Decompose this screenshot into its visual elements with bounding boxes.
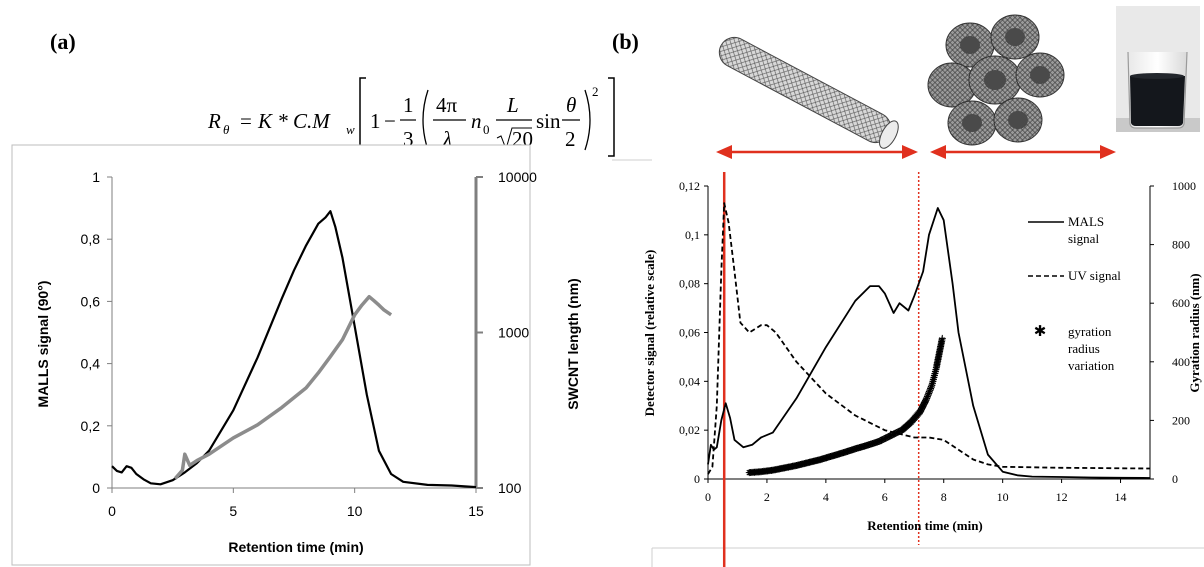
chart-b-x-tick-label: 2 bbox=[764, 490, 770, 504]
chart-a-x-tick-label: 10 bbox=[347, 503, 363, 519]
chart-b-y-tick-label: 0,06 bbox=[679, 326, 700, 340]
chart-a-y-axis-title: MALLS signal (90°) bbox=[35, 281, 51, 408]
chart-a-y2-tick-label: 100 bbox=[498, 480, 522, 496]
chart-b-series-uv bbox=[707, 202, 1151, 475]
chart-b-y-tick-label: 0 bbox=[694, 472, 700, 486]
chart-a-series-length bbox=[173, 294, 393, 480]
chart-b-y-tick-label: 0,02 bbox=[679, 423, 700, 437]
formula-frac3-num: L bbox=[506, 93, 519, 117]
chart-a-y-tick-label: 0,2 bbox=[81, 418, 101, 434]
chart-b-y2-tick-label: 400 bbox=[1172, 355, 1190, 369]
formula-right-bracket bbox=[608, 77, 615, 157]
legend-gyration-label: gyration radius variation bbox=[1068, 324, 1115, 373]
legend-uv-label: UV signal bbox=[1068, 268, 1121, 283]
chart-a-x-tick-label: 5 bbox=[229, 503, 237, 519]
formula-n-sub: 0 bbox=[483, 122, 490, 137]
formula-sin: sin bbox=[536, 109, 561, 133]
formula-one: 1 bbox=[370, 109, 381, 133]
single-nanotube-illustration bbox=[718, 36, 899, 149]
chart-a-series-malls bbox=[111, 210, 477, 489]
legend-mals-label: MALS signal bbox=[1068, 214, 1104, 246]
formula-eq: = bbox=[240, 109, 252, 133]
formula-frac1-num: 1 bbox=[403, 93, 414, 117]
formula-minus: − bbox=[384, 109, 396, 133]
chart-b-x-tick-label: 6 bbox=[882, 490, 888, 504]
formula-frac1-den: 3 bbox=[403, 127, 414, 151]
chart-b-y2-axis-title: Gyration radius (nm) bbox=[1187, 273, 1202, 392]
chart-b-x-tick-label: 0 bbox=[705, 490, 711, 504]
chart-a-x-tick-label: 0 bbox=[108, 503, 116, 519]
formula-k: K * C.M bbox=[257, 109, 331, 133]
chart-b-x-axis-title: Retention time (min) bbox=[867, 518, 983, 533]
nanotube-bundle-illustration bbox=[927, 14, 1065, 146]
chart-a-y2-tick-label: 10000 bbox=[498, 169, 537, 185]
chart-a-y-tick-label: 1 bbox=[92, 169, 100, 185]
formula-n: n bbox=[471, 109, 482, 133]
range-arrow-bundles bbox=[930, 145, 1116, 159]
chart-a-y-tick-label: 0 bbox=[92, 480, 100, 496]
chart-b-series-mals bbox=[707, 207, 1151, 479]
chart-b-x-tick-label: 14 bbox=[1115, 490, 1127, 504]
chart-b-y-tick-label: 0,04 bbox=[679, 374, 700, 388]
formula-lhs: R bbox=[207, 109, 221, 133]
formula-power: 2 bbox=[592, 84, 599, 99]
chart-a-y-tick-label: 0,8 bbox=[81, 231, 101, 247]
panel-a-label: (a) bbox=[50, 29, 76, 54]
formula-frac2-num: 4π bbox=[436, 93, 458, 117]
chart-b-y2-tick-label: 0 bbox=[1172, 472, 1178, 486]
formula-frac2-den: λ bbox=[442, 127, 452, 151]
formula-k-sub: w bbox=[346, 122, 355, 137]
chart-a-y-tick-label: 0,6 bbox=[81, 293, 101, 309]
chart-b-x-tick-label: 8 bbox=[941, 490, 947, 504]
formula-frac4-den: 2 bbox=[565, 127, 576, 151]
legend-gyration-marker: ✱ bbox=[1034, 324, 1047, 340]
chart-b-y-tick-label: 0,12 bbox=[679, 179, 700, 193]
chart-a-y2-tick-label: 1000 bbox=[498, 325, 529, 341]
chart-b-y2-tick-label: 800 bbox=[1172, 238, 1190, 252]
chart-b-gyration-point bbox=[938, 334, 946, 342]
dispersion-beaker-photo bbox=[1116, 6, 1200, 132]
scattering-formula: R θ = K * C.M w 1 − 1 3 4π λ n 0 L 20 si… bbox=[207, 77, 615, 157]
chart-b-y-axis-title: Detector signal (relative scale) bbox=[642, 250, 657, 417]
chart-b-y2-tick-label: 1000 bbox=[1172, 179, 1196, 193]
chart-a-x-tick-label: 15 bbox=[468, 503, 484, 519]
panel-b-label: (b) bbox=[612, 29, 639, 54]
formula-left-bracket bbox=[359, 77, 366, 157]
formula-lhs-sub: θ bbox=[223, 122, 230, 137]
chart-a-y2-axis-title: SWCNT length (nm) bbox=[565, 278, 581, 409]
chart-b-y-tick-label: 0,1 bbox=[685, 228, 700, 242]
chart-b-x-tick-label: 4 bbox=[823, 490, 829, 504]
chart-a-y-tick-label: 0,4 bbox=[81, 356, 101, 372]
chart-a-x-axis-title: Retention time (min) bbox=[228, 539, 363, 555]
chart-b-x-tick-label: 12 bbox=[1056, 490, 1068, 504]
chart-a-frame bbox=[11, 144, 531, 566]
chart-b-y2-tick-label: 600 bbox=[1172, 296, 1190, 310]
formula-frac4-num: θ bbox=[566, 93, 576, 117]
chart-b-y-tick-label: 0,08 bbox=[679, 277, 700, 291]
chart-b-legend: MALS signal UV signal ✱ gyration radius var… bbox=[1028, 214, 1121, 373]
chart-b-x-tick-label: 10 bbox=[997, 490, 1009, 504]
range-arrow-single-tubes bbox=[716, 145, 918, 159]
chart-b: 0 0,02 0,04 0,06 0,08 0,1 0,12 0 2 4 6 8 10 12 14 0 200 4… bbox=[679, 172, 1196, 567]
chart-b-y2-tick-label: 200 bbox=[1172, 413, 1190, 427]
